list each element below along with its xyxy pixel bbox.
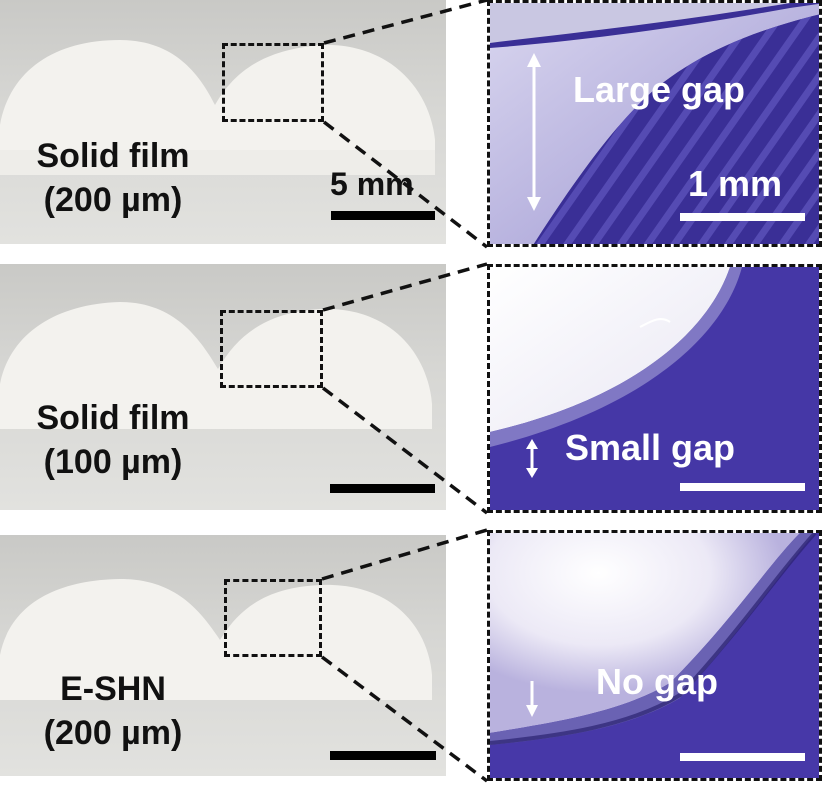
photo-scale-bar — [331, 211, 435, 220]
micrograph-e-shn-200: No gap — [487, 530, 822, 781]
sample-photo-solid-100: Solid film (100 µm) — [0, 264, 446, 510]
sample-label-line1: Solid film — [36, 399, 190, 437]
sample-label: E-SHN (200 µm) — [0, 667, 226, 755]
micro-scale-bar — [680, 213, 805, 221]
gap-label: No gap — [596, 661, 718, 702]
micro-scale-bar — [680, 753, 805, 761]
gap-arrow — [526, 439, 538, 478]
sample-label: Solid film (100 µm) — [0, 396, 226, 484]
zoom-region-box — [220, 310, 323, 388]
photo-scale-bar — [330, 484, 435, 493]
gap-label: Small gap — [565, 427, 736, 468]
gap-arrow — [526, 681, 538, 717]
micrograph-solid-200: Large gap 1 mm — [487, 0, 822, 247]
photo-scale-bar — [330, 751, 436, 760]
zoom-region-box — [222, 43, 324, 122]
gap-label: Large gap — [573, 69, 746, 110]
sample-label-line2: (200 µm) — [43, 714, 183, 752]
photo-scale-label: 5 mm — [330, 166, 414, 202]
panel-row-solid-200: Solid film (200 µm) 5 mm — [0, 0, 832, 250]
gap-arrow — [527, 53, 541, 211]
micrograph-image — [490, 3, 819, 244]
micrograph-image — [490, 533, 819, 778]
panel-row-e-shn-200: E-SHN (200 µm) No gap — [0, 530, 832, 787]
micro-scale-bar — [680, 483, 805, 491]
panel-row-solid-100: Solid film (100 µm) Small gap — [0, 264, 832, 514]
micrograph-image — [490, 267, 819, 510]
sample-label: Solid film (200 µm) — [0, 134, 226, 222]
zoom-region-box — [224, 579, 322, 657]
micrograph-solid-100: Small gap — [487, 264, 822, 513]
sample-label-line1: Solid film — [36, 137, 190, 175]
sample-label-line2: (100 µm) — [43, 443, 183, 481]
micro-scale-label: 1 mm — [688, 163, 783, 204]
sample-photo-solid-200: Solid film (200 µm) 5 mm — [0, 0, 446, 244]
sample-label-line1: E-SHN — [60, 670, 166, 708]
sample-photo-e-shn-200: E-SHN (200 µm) — [0, 535, 446, 776]
sample-label-line2: (200 µm) — [43, 181, 183, 219]
